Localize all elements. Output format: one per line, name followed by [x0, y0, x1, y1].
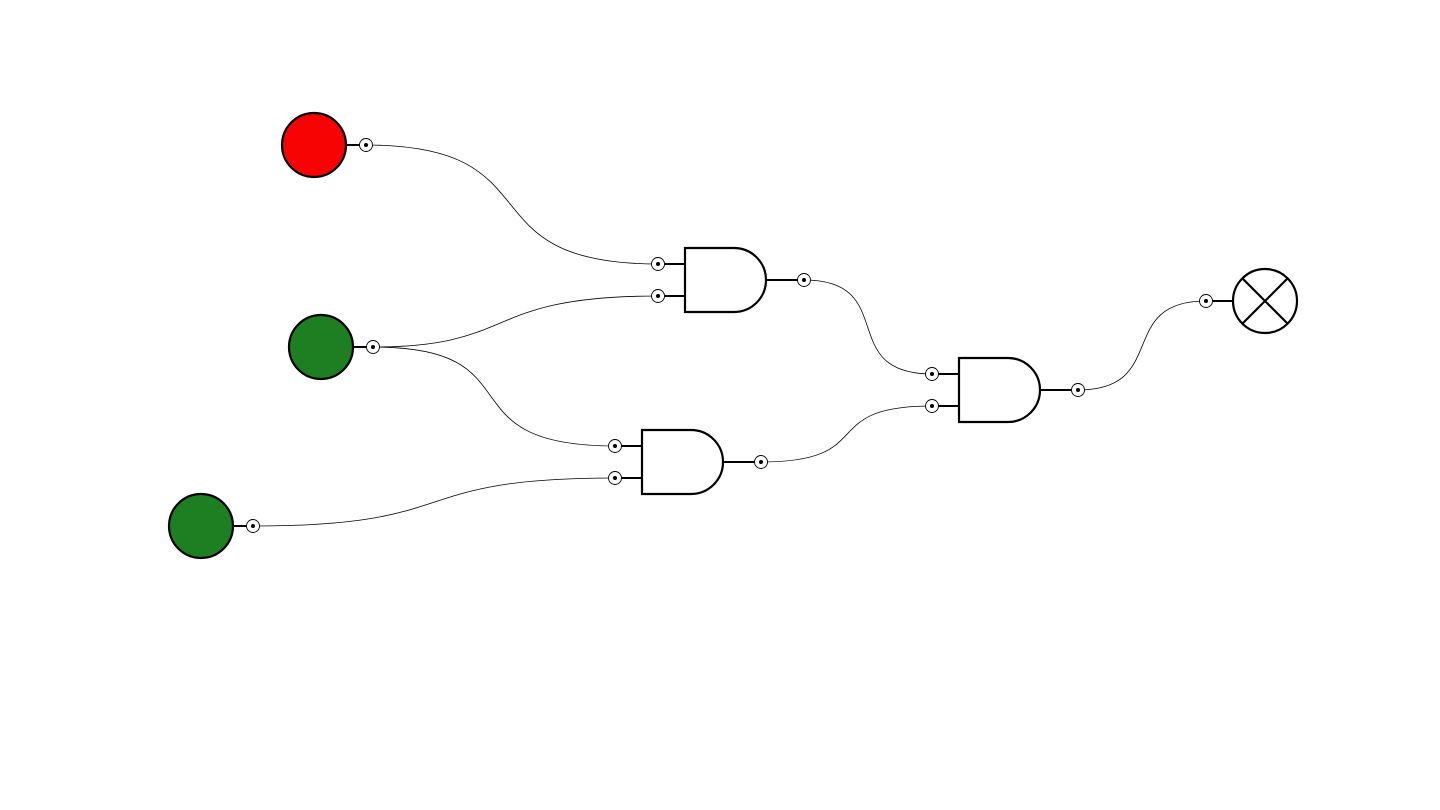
input-switch-1-indicator[interactable] — [280, 111, 348, 179]
and-gate-1[interactable] — [651, 246, 811, 314]
and-gate-1-input-port-a[interactable] — [651, 257, 665, 271]
and-gate-2-input-port-a[interactable] — [608, 439, 622, 453]
and-gate-3-input-port-b[interactable] — [925, 399, 939, 413]
and-gate-2-output-port[interactable] — [754, 455, 768, 469]
and-gate-3-input-port-a[interactable] — [925, 367, 939, 381]
output-lamp[interactable] — [1199, 267, 1299, 335]
wire-input-3-to-and-gate-2[interactable] — [252, 477, 616, 527]
wire-and-gate-3-to-output-lamp[interactable] — [1077, 300, 1207, 391]
wire-input-2-to-and-gate-1[interactable] — [372, 295, 659, 348]
input-switch-1[interactable] — [280, 111, 373, 179]
input-switch-1-output-port[interactable] — [359, 138, 373, 152]
and-gate-3-output-port[interactable] — [1071, 383, 1085, 397]
and-gate-icon[interactable] — [683, 246, 768, 314]
and-gate-1-input-port-b[interactable] — [651, 289, 665, 303]
wire-and-gate-2-to-and-gate-3[interactable] — [760, 405, 933, 463]
wire-input-1-to-and-gate-1[interactable] — [365, 144, 659, 265]
lamp-cross-line-b — [1241, 277, 1289, 325]
and-gate-2-input-port-b[interactable] — [608, 471, 622, 485]
input-switch-2[interactable] — [287, 313, 380, 381]
input-switch-2-output-port[interactable] — [366, 340, 380, 354]
and-gate-icon[interactable] — [640, 428, 725, 496]
input-switch-2-indicator[interactable] — [287, 313, 355, 381]
wire-input-2-to-and-gate-2[interactable] — [372, 346, 616, 447]
input-switch-3-output-port[interactable] — [246, 519, 260, 533]
and-gate-3[interactable] — [925, 356, 1085, 424]
and-gate-1-output-port[interactable] — [797, 273, 811, 287]
and-gate-2[interactable] — [608, 428, 768, 496]
input-switch-3[interactable] — [167, 492, 260, 560]
input-switch-3-indicator[interactable] — [167, 492, 235, 560]
output-lamp-input-port[interactable] — [1199, 294, 1213, 308]
wire-and-gate-1-to-and-gate-3[interactable] — [803, 279, 933, 375]
and-gate-icon[interactable] — [957, 356, 1042, 424]
wires — [252, 144, 1207, 527]
